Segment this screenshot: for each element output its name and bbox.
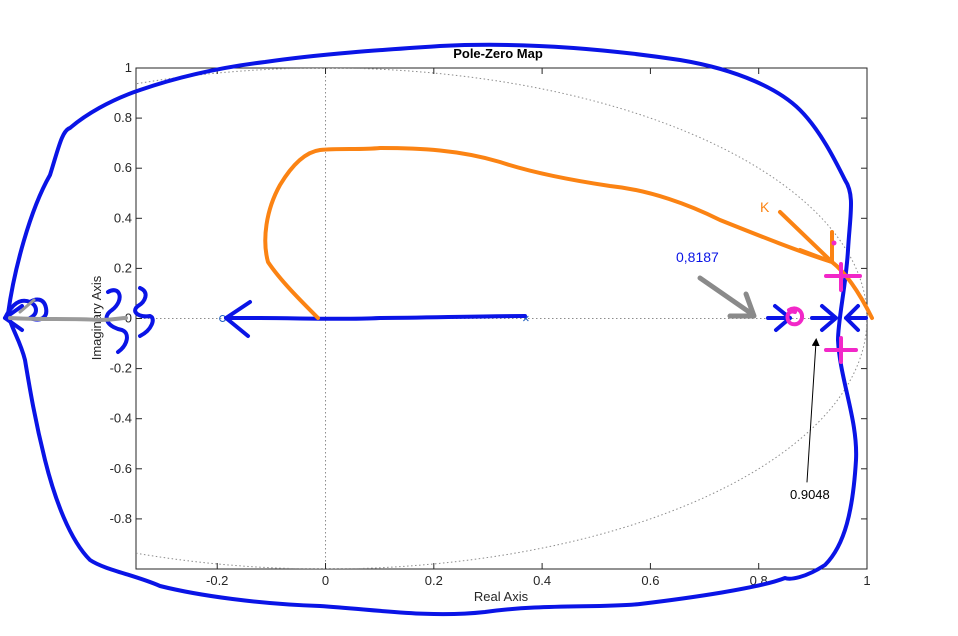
y-tick-label: 0.8: [114, 110, 132, 125]
y-axis-title: Imaginary Axis: [89, 275, 104, 360]
magenta-plus-lower: [824, 336, 858, 364]
y-tick-label: 0.4: [114, 210, 132, 225]
x-tick-label: 0.2: [425, 573, 443, 588]
y-tick-label: -0.8: [110, 511, 132, 526]
magenta-plus-upper: [824, 262, 862, 292]
y-tick-label: -0.4: [110, 411, 132, 426]
x-tick-label: 0.6: [641, 573, 659, 588]
k-label: K: [760, 199, 770, 215]
y-tick-label: 0: [125, 311, 132, 326]
x-tick-label: -0.2: [206, 573, 228, 588]
gray-stroke-left: [8, 316, 128, 322]
blue-left-arrow: [3, 304, 24, 332]
y-tick-label: -0.6: [110, 461, 132, 476]
black-arrow-0-9048: [806, 338, 820, 483]
ink-annotations: [3, 42, 874, 617]
y-tick-label: 0.2: [114, 260, 132, 275]
x-axis-title: Real Axis: [474, 589, 529, 604]
blue-scribble-left: [104, 288, 129, 354]
blue-arrow-pole-mid: [810, 304, 838, 332]
orange-right-stroke: [830, 260, 874, 320]
blue-outer-loop: [6, 42, 859, 617]
blue-arrow-pole-right: [844, 304, 868, 332]
magenta-pole-circle: [785, 306, 805, 327]
gray-stroke-left-2: [18, 298, 36, 314]
x-tick-label: 1: [863, 573, 870, 588]
zero-value-label: 0.9048: [790, 487, 830, 502]
orange-loop: [263, 146, 834, 320]
blue-arrow-left-head: [224, 300, 252, 338]
pole-value-label: 0,8187: [676, 249, 719, 265]
blue-scribble-left-2: [133, 286, 155, 338]
y-tick-label: -0.2: [110, 361, 132, 376]
x-tick-label: 0: [322, 573, 329, 588]
y-tick-label: 0.6: [114, 160, 132, 175]
blue-locus-line: [224, 314, 527, 321]
gray-arrow-0-8187: [697, 275, 757, 319]
magenta-dot: [831, 240, 837, 246]
y-tick-label: 1: [125, 60, 132, 75]
x-tick-label: 0.4: [533, 573, 551, 588]
chart-title: Pole-Zero Map: [453, 46, 543, 61]
axis-ticks: -0.2 0 0.2 0.4 0.6 0.8 1 -0.8 -0.6 -0.4 -0.2 0 0.2 0.…: [110, 60, 871, 588]
